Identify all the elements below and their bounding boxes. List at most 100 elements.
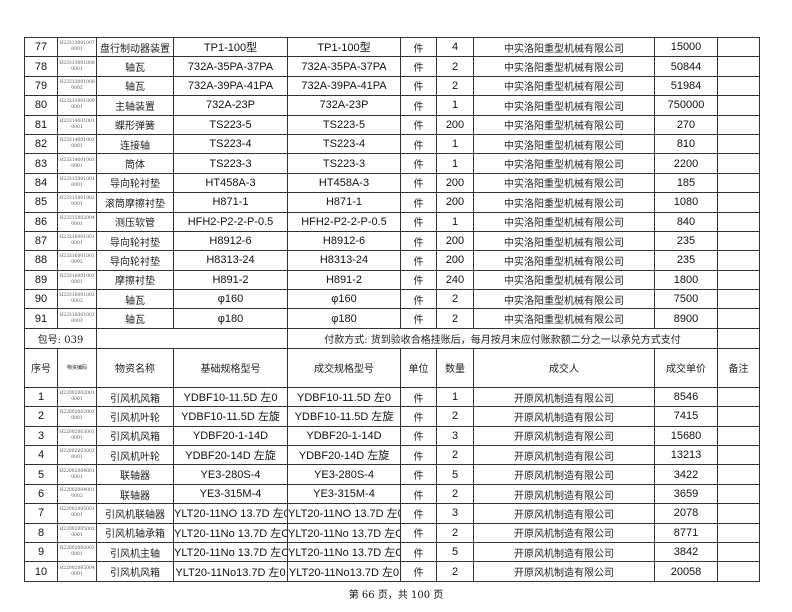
row-number: 8 — [24, 522, 58, 543]
base-spec: YDBF20-14D 左旋 — [173, 445, 288, 466]
row-number: 7 — [24, 503, 58, 524]
material-code-line1: H23316001001 — [59, 254, 95, 260]
row-number: 5 — [24, 464, 58, 485]
header-remark: 备注 — [717, 347, 760, 388]
remark — [717, 211, 760, 232]
base-spec: TS223-5 — [173, 114, 288, 135]
base-spec: YDBF20-1-14D — [173, 425, 288, 447]
material-name: 引风机轴承箱 — [96, 522, 174, 543]
base-spec: φ180 — [173, 308, 288, 329]
unit-price: 3659 — [654, 483, 718, 505]
base-spec: TS223-4 — [173, 133, 288, 155]
base-spec: TP1-100型 — [173, 36, 288, 58]
unit: 件 — [400, 386, 437, 408]
remark — [717, 483, 760, 505]
quantity: 1 — [436, 133, 474, 155]
material-code-line2: 0001 — [71, 397, 83, 403]
unit: 件 — [400, 75, 437, 97]
table-row: 1 H22002002001 0001 引风机风箱 YDBF10-11.5D 左0 YDB… — [24, 386, 760, 408]
remark — [717, 269, 760, 291]
table-row: 10 H22002005004 0001 引风机风箱 YLT20-11No13.7D 左… — [24, 561, 760, 582]
material-name: 引风机风箱 — [96, 561, 174, 582]
base-spec: YE3-315M-4 — [173, 483, 288, 505]
material-code: H23316001002 0001 — [57, 269, 97, 291]
base-spec: 732A-39PA-41PA — [173, 75, 288, 97]
material-name: 蝶形弹簧 — [96, 114, 174, 135]
deal-spec: YDBF20-1-14D — [287, 425, 401, 447]
table-row: 80 H23313001009 0001 主轴装置 732A-23P 732A-23P 件 1… — [24, 95, 760, 116]
deal-spec: φ180 — [287, 308, 401, 329]
row-number: 80 — [24, 95, 58, 116]
table-row: 84 H23315001001 0001 导向轮衬垫 HT458A-3 HT458A-3 件… — [24, 172, 760, 194]
deal-spec: YDBF10-11.5D 左0 — [287, 386, 401, 408]
material-code: H23314001002 0001 — [57, 133, 97, 155]
row-number: 82 — [24, 133, 58, 155]
material-code: H23316001003 0002 — [57, 289, 97, 310]
remark — [717, 153, 760, 174]
top-rows: 77 H23313001007 0001 盘行制动器装置 TP1-100型 TP1-100… — [24, 36, 760, 329]
material-code-line1: H23316001003 — [59, 293, 95, 299]
row-number: 9 — [24, 541, 58, 563]
remark — [717, 503, 760, 524]
material-name: 盘行制动器装置 — [96, 36, 174, 58]
material-name: 导向轮衬垫 — [96, 250, 174, 271]
row-number: 77 — [24, 36, 58, 58]
quantity: 200 — [436, 250, 474, 271]
quantity: 1 — [436, 95, 474, 116]
material-name: 轴瓦 — [96, 308, 174, 329]
dealer: 中实洛阳重型机械有限公司 — [473, 230, 655, 252]
base-spec: φ160 — [173, 289, 288, 310]
unit-price: 7415 — [654, 406, 718, 427]
deal-spec: 732A-35PA-37PA — [287, 56, 401, 77]
dealer: 开原风机制造有限公司 — [473, 464, 655, 485]
material-name: 滚筒摩擦衬垫 — [96, 192, 174, 213]
unit: 件 — [400, 406, 437, 427]
quantity: 2 — [436, 483, 474, 505]
material-code-line2: 0001 — [71, 513, 83, 519]
deal-spec: YLT20-11No 13.7D 左O — [287, 541, 401, 563]
table-row: 4 H22002003003 0001 引风机叶轮 YDBF20-14D 左旋 YDBF2… — [24, 445, 760, 466]
quantity: 5 — [436, 464, 474, 485]
remark — [717, 386, 760, 408]
quantity: 200 — [436, 114, 474, 135]
material-code-line2: 0002 — [71, 299, 83, 305]
unit-price: 235 — [654, 250, 718, 271]
deal-spec: 732A-23P — [287, 95, 401, 116]
unit: 件 — [400, 425, 437, 447]
material-code-line2: 0002 — [71, 260, 83, 266]
unit-price: 750000 — [654, 95, 718, 116]
quantity: 1 — [436, 153, 474, 174]
header-code: 物资编码 — [57, 347, 97, 388]
material-code: H22002002001 0001 — [57, 386, 97, 408]
row-number: 83 — [24, 153, 58, 174]
quantity: 200 — [436, 230, 474, 252]
unit-price: 13213 — [654, 445, 718, 466]
base-spec: H871-1 — [173, 192, 288, 213]
quantity: 240 — [436, 269, 474, 291]
material-code-line1: H22002005004 — [59, 565, 95, 571]
dealer: 中实洛阳重型机械有限公司 — [473, 250, 655, 271]
deal-spec: φ160 — [287, 289, 401, 310]
dealer: 开原风机制造有限公司 — [473, 483, 655, 505]
material-code: H22002005002 0001 — [57, 522, 97, 543]
dealer: 开原风机制造有限公司 — [473, 522, 655, 543]
base-spec: YLT20-11No 13.7D 左O — [173, 522, 288, 543]
material-code: H23313001009 0001 — [57, 95, 97, 116]
table-row: 83 H23314001003 0001 筒体 TS223-3 TS223-3 件 1 中实洛阳… — [24, 153, 760, 174]
row-number: 88 — [24, 250, 58, 271]
dealer: 中实洛阳重型机械有限公司 — [473, 153, 655, 174]
quantity: 2 — [436, 56, 474, 77]
base-spec: YDBF10-11.5D 左0 — [173, 386, 288, 408]
material-code-line1: H23315001002 — [59, 196, 95, 202]
header-name: 物资名称 — [96, 347, 174, 388]
material-name: 引风机风箱 — [96, 386, 174, 408]
unit: 件 — [400, 541, 437, 563]
deal-spec: HT458A-3 — [287, 172, 401, 194]
material-code: H23313001008 0002 — [57, 75, 97, 97]
quantity: 1 — [436, 211, 474, 232]
material-name: 连接轴 — [96, 133, 174, 155]
deal-spec: 732A-39PA-41PA — [287, 75, 401, 97]
page-footer: 第 66 页，共 100 页 — [348, 590, 444, 601]
table-row: 6 H22002004001 0002 联轴器 YE3-315M-4 YE3-315M-4… — [24, 483, 760, 505]
material-name: 导向轮衬垫 — [96, 230, 174, 252]
